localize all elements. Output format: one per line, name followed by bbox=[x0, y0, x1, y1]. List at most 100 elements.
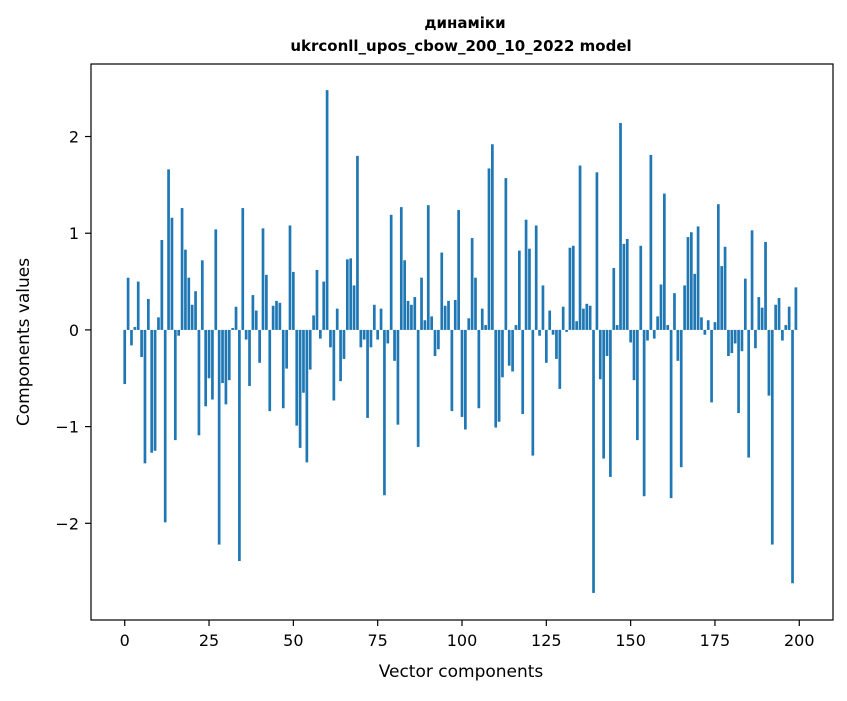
bar bbox=[683, 285, 686, 330]
bar bbox=[747, 329, 751, 458]
bar bbox=[231, 327, 235, 330]
bar bbox=[703, 329, 707, 335]
bar bbox=[750, 230, 754, 330]
bar bbox=[265, 274, 268, 330]
bar bbox=[359, 329, 363, 348]
bar bbox=[679, 329, 683, 468]
bar bbox=[669, 329, 673, 499]
bar bbox=[204, 329, 208, 407]
bar bbox=[406, 300, 410, 330]
bar bbox=[420, 277, 423, 330]
bar bbox=[467, 318, 471, 330]
bar bbox=[625, 239, 629, 330]
bar bbox=[538, 329, 541, 336]
x-tick-label: 200 bbox=[784, 631, 815, 650]
bar bbox=[666, 325, 670, 330]
x-tick-label: 0 bbox=[120, 631, 130, 650]
bar bbox=[136, 281, 140, 330]
bar bbox=[332, 329, 336, 401]
bar bbox=[396, 329, 400, 425]
bar bbox=[312, 315, 315, 330]
bar bbox=[592, 329, 595, 593]
bar bbox=[558, 329, 562, 389]
bar bbox=[153, 329, 157, 451]
bar bbox=[453, 299, 457, 330]
bar bbox=[575, 321, 579, 330]
bar bbox=[646, 329, 649, 341]
bar bbox=[598, 329, 602, 380]
bar bbox=[194, 291, 197, 330]
bar bbox=[730, 329, 734, 354]
bar bbox=[491, 144, 494, 330]
chart-subtitle: ukrconll_upos_cbow_200_10_2022 model bbox=[290, 37, 631, 55]
bar bbox=[211, 329, 214, 400]
bar bbox=[285, 329, 288, 369]
bar bbox=[514, 325, 518, 330]
bar bbox=[710, 329, 713, 403]
y-tick-label: −2 bbox=[55, 514, 79, 533]
bar bbox=[794, 287, 798, 330]
bar bbox=[302, 329, 305, 393]
bar bbox=[494, 329, 498, 428]
bar bbox=[288, 225, 292, 330]
bar bbox=[770, 329, 774, 545]
bar bbox=[787, 306, 791, 330]
bar bbox=[517, 250, 521, 330]
bar bbox=[342, 329, 346, 359]
bar bbox=[325, 90, 329, 330]
bar bbox=[582, 308, 585, 330]
bar bbox=[254, 310, 258, 330]
bar bbox=[673, 293, 676, 330]
bar bbox=[450, 329, 454, 412]
bar bbox=[362, 329, 366, 340]
bar bbox=[602, 329, 606, 459]
bar bbox=[504, 178, 508, 330]
bar bbox=[528, 248, 531, 330]
bar bbox=[784, 325, 788, 330]
bar bbox=[251, 295, 255, 330]
bar bbox=[690, 232, 693, 330]
bar bbox=[356, 155, 359, 330]
x-tick-label: 75 bbox=[368, 631, 388, 650]
bar bbox=[130, 329, 133, 346]
bar bbox=[723, 246, 727, 330]
bar bbox=[652, 329, 656, 339]
bar bbox=[389, 214, 393, 330]
bar bbox=[224, 329, 228, 405]
bar bbox=[366, 329, 369, 418]
bar bbox=[612, 268, 616, 330]
bar bbox=[339, 329, 342, 382]
bar bbox=[774, 304, 778, 330]
bar bbox=[733, 329, 737, 344]
bar bbox=[322, 281, 326, 330]
bar bbox=[457, 210, 460, 330]
bar bbox=[383, 329, 386, 496]
bar bbox=[173, 329, 177, 441]
bar bbox=[551, 329, 555, 335]
bar bbox=[430, 316, 433, 330]
bar bbox=[170, 217, 174, 330]
bar bbox=[426, 205, 430, 330]
bar bbox=[352, 285, 356, 330]
bar bbox=[238, 329, 241, 562]
y-tick-label: 2 bbox=[69, 128, 79, 147]
bar bbox=[221, 329, 224, 384]
bar bbox=[642, 329, 646, 497]
bar bbox=[507, 329, 511, 366]
x-axis-ticks: 0 25 50 75 100 125 150 175 200 bbox=[120, 620, 815, 650]
bar bbox=[295, 329, 299, 426]
bar bbox=[349, 258, 353, 330]
bar bbox=[727, 329, 730, 357]
bar bbox=[268, 329, 272, 412]
bar bbox=[315, 269, 319, 330]
bar bbox=[639, 245, 643, 330]
bar bbox=[716, 204, 720, 330]
bar bbox=[629, 329, 632, 343]
bar bbox=[484, 325, 487, 330]
bar bbox=[403, 260, 407, 330]
bar bbox=[248, 329, 251, 386]
bar bbox=[423, 320, 427, 330]
bar bbox=[781, 329, 784, 341]
bar bbox=[143, 329, 147, 464]
bar bbox=[413, 297, 417, 330]
